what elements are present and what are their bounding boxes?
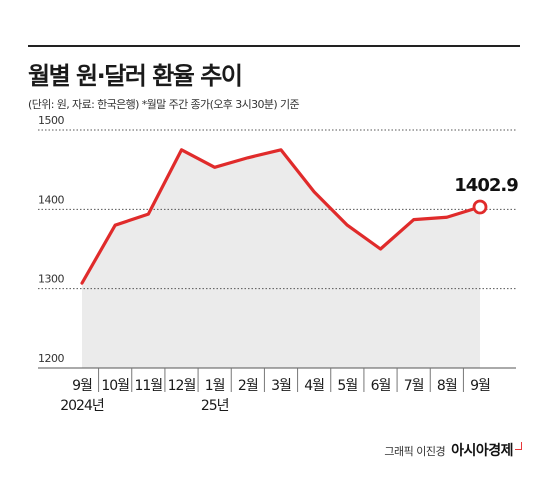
x-tick-label: 5월	[337, 378, 357, 394]
x-tick-label: 9월	[72, 378, 92, 394]
x-tick-label: 1월	[205, 378, 225, 394]
x-tick-label: 6월	[371, 378, 391, 394]
graphic-credit: 그래픽 이진경	[384, 445, 446, 458]
data-label-last: 1402.9	[454, 175, 518, 196]
x-tick-label: 10월	[101, 378, 129, 394]
area-fill	[82, 149, 480, 368]
footer: 그래픽 이진경 아시아경제	[384, 440, 522, 460]
chart-title: 월별 원·달러 환율 추이	[28, 62, 243, 90]
x-tick-label: 3월	[271, 378, 291, 394]
x-year-label: 25년	[201, 398, 229, 414]
x-tick-label: 12월	[168, 378, 196, 394]
y-tick-label: 1200	[38, 352, 64, 365]
series-line	[80, 148, 482, 285]
x-tick-label: 9월	[470, 378, 490, 394]
x-tick-label: 4월	[304, 378, 324, 394]
end-point-marker	[472, 199, 488, 215]
y-tick-label: 1300	[38, 273, 64, 286]
x-tick-label: 8월	[437, 378, 457, 394]
chart-subtitle: (단위: 원, 자료: 한국은행) *월말 주간 종가(오후 3시30분) 기준	[28, 98, 300, 111]
x-tick-label: 2월	[238, 378, 258, 394]
y-tick-label: 1500	[38, 114, 64, 127]
x-year-label: 2024년	[60, 398, 104, 414]
x-tick-label: 7월	[404, 378, 424, 394]
x-tick-label: 11월	[134, 378, 162, 394]
y-tick-label: 1400	[38, 193, 64, 206]
brand-mark-icon	[515, 442, 522, 450]
top-rule	[28, 45, 520, 47]
brand-logo: 아시아경제	[451, 443, 513, 459]
